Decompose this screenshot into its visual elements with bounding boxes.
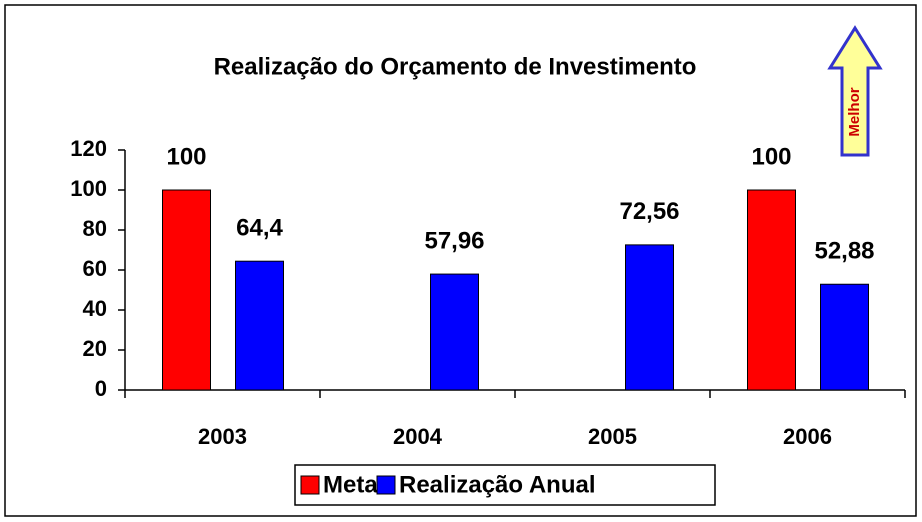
- data-label: 100: [166, 143, 206, 170]
- bar: [747, 189, 796, 391]
- bar: [235, 260, 284, 391]
- data-label: 64,4: [236, 215, 283, 242]
- data-label: 100: [751, 143, 791, 170]
- y-tick-label: 40: [83, 296, 107, 321]
- x-tick-label: 2006: [783, 424, 832, 449]
- legend-label: Meta: [323, 471, 378, 498]
- y-tick-label: 0: [95, 376, 107, 401]
- x-tick-label: 2004: [393, 424, 443, 449]
- y-tick-label: 20: [83, 336, 107, 361]
- bar: [820, 283, 869, 391]
- y-tick-label: 120: [70, 136, 107, 161]
- bar: [625, 244, 674, 391]
- legend-swatch: [300, 475, 320, 495]
- legend-label: Realização Anual: [399, 471, 596, 498]
- bar: [430, 273, 479, 391]
- y-tick-label: 80: [83, 216, 107, 241]
- legend-swatch: [376, 475, 396, 495]
- better-arrow: [827, 25, 883, 157]
- x-tick-label: 2003: [198, 424, 247, 449]
- bar: [162, 189, 211, 391]
- y-tick-label: 60: [83, 256, 107, 281]
- legend-box: [294, 464, 716, 506]
- y-tick-label: 100: [70, 176, 107, 201]
- data-label: 72,56: [619, 198, 679, 225]
- x-tick-label: 2005: [588, 424, 637, 449]
- data-label: 52,88: [814, 238, 874, 265]
- data-label: 57,96: [424, 227, 484, 254]
- chart-title: Realização do Orçamento de Investimento: [214, 53, 697, 80]
- arrow-label: Melhor: [846, 87, 863, 136]
